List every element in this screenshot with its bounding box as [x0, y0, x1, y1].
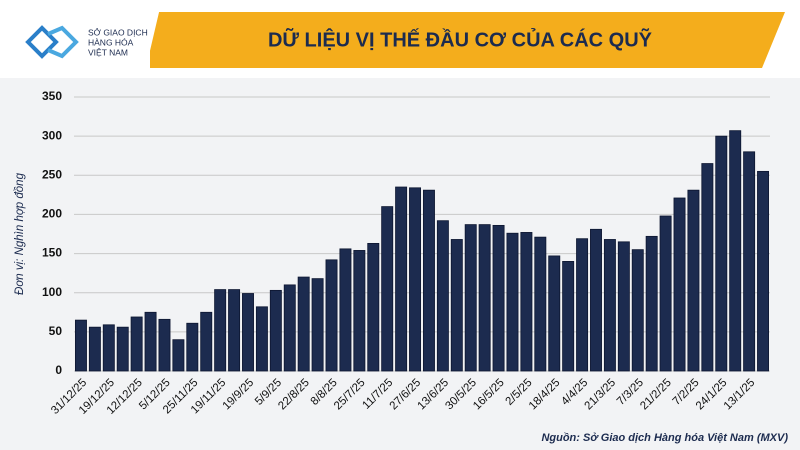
bar — [74, 319, 87, 372]
y-tick-label: 200 — [42, 207, 62, 221]
bar — [436, 220, 449, 372]
bar — [395, 186, 408, 372]
y-tick-label: 150 — [42, 246, 62, 260]
logo-text: SỞ GIAO DỊCH — [88, 26, 148, 37]
bar — [617, 241, 630, 372]
bar — [422, 189, 435, 372]
bar — [534, 236, 547, 372]
bar — [353, 250, 366, 372]
bar — [339, 248, 352, 372]
bar — [269, 289, 282, 372]
logo-text: VIỆT NAM — [88, 47, 128, 57]
bar — [659, 215, 672, 372]
bar — [297, 276, 310, 372]
bar — [409, 187, 422, 372]
bar — [325, 259, 338, 372]
source-note: Nguồn: Sở Giao dịch Hàng hóa Việt Nam (M… — [541, 432, 788, 444]
title-banner — [150, 12, 785, 68]
bar — [548, 255, 561, 372]
bar — [743, 151, 756, 372]
bar — [144, 311, 157, 372]
bar — [478, 224, 491, 372]
chart-title: DỮ LIỆU VỊ THẾ ĐẦU CƠ CỦA CÁC QUỸ — [268, 27, 653, 51]
bar — [158, 318, 171, 372]
bar — [116, 326, 129, 372]
logo-box — [10, 8, 160, 72]
bar — [200, 311, 213, 372]
bar — [130, 316, 143, 372]
y-tick-label: 50 — [49, 324, 63, 338]
bar — [102, 324, 115, 372]
bar — [283, 284, 296, 372]
bar — [520, 232, 533, 372]
bar — [255, 306, 268, 372]
bar — [757, 170, 770, 372]
bar — [701, 163, 714, 372]
logo-icon — [25, 25, 79, 59]
bar — [381, 206, 394, 372]
bar — [590, 228, 602, 372]
bar — [214, 289, 227, 372]
bar — [687, 189, 700, 372]
y-tick-label: 0 — [55, 363, 62, 377]
bar — [186, 322, 199, 372]
bar — [673, 197, 686, 372]
bar — [242, 293, 254, 372]
logo-text: HÀNG HÓA — [88, 37, 134, 47]
bar — [576, 238, 589, 372]
bar — [492, 224, 505, 372]
bar — [367, 242, 380, 372]
bar — [645, 235, 658, 372]
bar — [715, 135, 728, 372]
y-tick-label: 350 — [42, 89, 62, 103]
y-axis-label: Đơn vị: Nghìn hợp đồng — [14, 172, 26, 295]
bar — [311, 278, 324, 372]
y-tick-label: 100 — [42, 285, 62, 299]
bar — [172, 339, 185, 372]
bar — [562, 260, 575, 372]
y-tick-label: 300 — [42, 128, 62, 142]
bar — [631, 249, 644, 372]
bar — [450, 239, 463, 372]
bar — [464, 224, 477, 372]
bar — [603, 239, 616, 372]
y-tick-label: 250 — [42, 167, 62, 181]
bar — [506, 232, 519, 372]
bar — [88, 326, 101, 372]
bar — [729, 130, 742, 372]
bar — [228, 289, 241, 372]
